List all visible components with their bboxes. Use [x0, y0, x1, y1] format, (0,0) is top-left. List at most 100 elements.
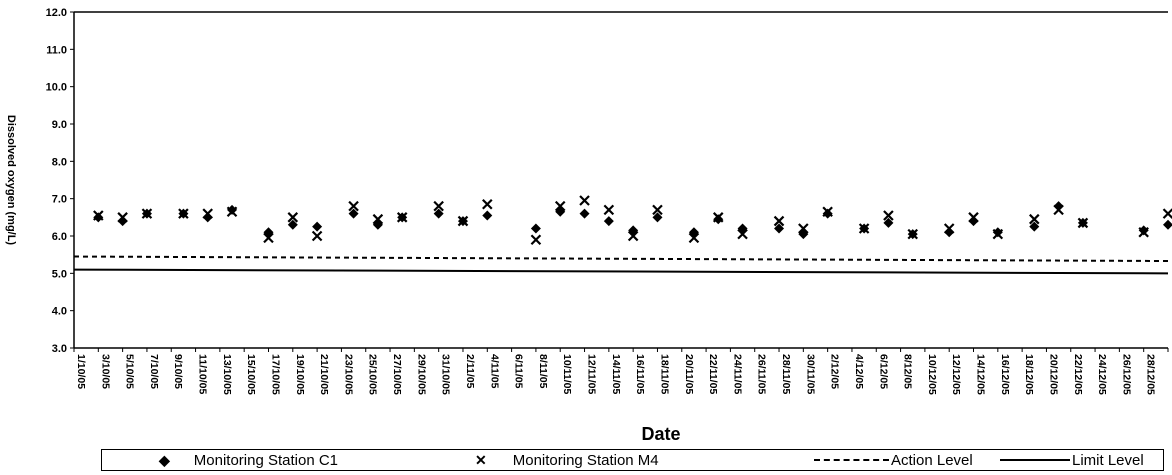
c1-data-point — [652, 212, 663, 223]
dashed-line-icon — [814, 459, 889, 461]
x-tick-label: 2/12/05 — [829, 354, 841, 389]
legend-item-c1: ◆ Monitoring Station C1 — [159, 450, 338, 470]
c1-data-point — [713, 214, 724, 225]
legend-item-limit: Limit Level — [1000, 450, 1144, 470]
x-tick-label: 5/10/05 — [124, 354, 136, 389]
y-tick-label: 4.0 — [52, 306, 67, 318]
m4-data-point — [457, 215, 469, 227]
m4-data-point — [1138, 226, 1149, 238]
x-tick-label: 23/10/05 — [342, 354, 354, 395]
m4-data-point — [117, 212, 128, 223]
c1-data-point — [530, 223, 541, 234]
m4-data-point — [992, 228, 1004, 240]
m4-data-point — [482, 198, 493, 210]
chart-legend: ◆ Monitoring Station C1 ✕ Monitoring Sta… — [101, 449, 1164, 471]
y-tick-label: 8.0 — [52, 156, 67, 168]
x-tick-label: 19/10/05 — [294, 354, 306, 395]
m4-data-point — [822, 206, 833, 218]
x-tick-label: 15/10/05 — [245, 354, 257, 395]
m4-data-point — [530, 234, 542, 246]
m4-data-point — [1162, 208, 1172, 219]
m4-data-point — [93, 210, 104, 221]
m4-data-point — [883, 210, 894, 221]
x-axis-title: Date — [641, 424, 680, 444]
legend-item-m4: ✕ Monitoring Station M4 — [475, 450, 659, 470]
y-tick-label: 11.0 — [46, 44, 67, 56]
x-tick-label: 8/12/05 — [902, 354, 914, 389]
y-tick-label: 5.0 — [52, 268, 67, 280]
m4-data-point — [858, 223, 870, 234]
x-tick-label: 11/10/05 — [197, 354, 209, 394]
m4-data-point — [968, 212, 979, 223]
x-tick-label: 30/12/05 — [1169, 354, 1172, 395]
x-tick-label: 26/12/05 — [1120, 354, 1132, 395]
c1-data-point — [992, 227, 1003, 238]
m4-data-point — [652, 204, 663, 216]
c1-data-point — [774, 223, 785, 234]
legend-item-action: Action Level — [814, 450, 973, 470]
c1-data-point — [312, 221, 323, 232]
m4-data-point — [141, 208, 153, 219]
x-tick-label: 25/10/05 — [367, 354, 379, 395]
c1-data-point — [1138, 225, 1149, 236]
c1-data-point — [1163, 219, 1172, 230]
x-tick-label: 3/10/05 — [99, 354, 111, 389]
c1-data-point — [348, 208, 359, 219]
legend-label-c1: Monitoring Station C1 — [193, 451, 339, 469]
c1-data-point — [883, 217, 894, 228]
x-tick-label: 28/11/05 — [780, 354, 792, 394]
c1-data-point — [482, 210, 493, 221]
y-tick-label: 10.0 — [46, 82, 67, 94]
legend-label-action: Action Level — [891, 451, 973, 469]
y-axis-title: Dissolved oxygen (mg/L) — [5, 115, 17, 246]
x-tick-label: 28/12/05 — [1145, 354, 1157, 395]
x-tick-label: 8/11/05 — [537, 354, 549, 389]
legend-label-m4: Monitoring Station M4 — [512, 451, 659, 469]
x-tick-label: 12/11/05 — [586, 354, 598, 394]
m4-data-point — [737, 228, 748, 240]
x-tick-label: 20/12/05 — [1047, 354, 1059, 395]
y-tick-label: 12.0 — [46, 7, 67, 19]
x-tick-label: 30/11/05 — [804, 354, 816, 394]
m4-data-point — [554, 200, 566, 212]
m4-data-point — [773, 215, 785, 227]
c1-data-point — [227, 204, 238, 215]
x-tick-label: 18/12/05 — [1023, 354, 1035, 395]
m4-data-point — [433, 200, 444, 212]
c1-data-point — [1029, 221, 1040, 232]
m4-data-point — [603, 204, 615, 216]
m4-data-point — [943, 223, 955, 234]
m4-data-point — [202, 208, 213, 219]
x-tick-label: 26/11/05 — [756, 354, 768, 394]
y-tick-label: 3.0 — [52, 343, 67, 355]
x-tick-label: 20/11/05 — [683, 354, 695, 394]
m4-data-point — [712, 212, 724, 223]
m4-data-point — [372, 213, 384, 225]
c1-data-point — [287, 219, 298, 230]
m4-data-point — [579, 195, 590, 206]
x-tick-label: 10/12/05 — [926, 354, 938, 395]
y-tick-label: 6.0 — [52, 231, 67, 243]
x-tick-label: 7/10/05 — [148, 354, 160, 389]
m4-data-point — [688, 232, 700, 244]
m4-data-point — [627, 230, 639, 242]
m4-data-point — [311, 230, 323, 242]
m4-data-point — [287, 212, 299, 223]
m4-data-point — [907, 228, 919, 240]
c1-data-point — [822, 208, 833, 219]
x-tick-label: 4/12/05 — [853, 354, 865, 389]
m4-data-point — [798, 223, 809, 234]
y-tick-label: 9.0 — [52, 119, 67, 131]
y-tick-label: 7.0 — [52, 194, 67, 206]
diamond-marker-icon: ◆ — [159, 451, 170, 468]
x-tick-label: 17/10/05 — [269, 354, 281, 395]
action-level-line — [73, 255, 1169, 263]
x-marker-icon: ✕ — [475, 451, 487, 468]
x-tick-label: 2/11/05 — [464, 354, 476, 389]
m4-data-point — [263, 232, 274, 244]
x-tick-label: 1/10/05 — [75, 354, 87, 389]
m4-data-point — [178, 208, 189, 219]
chart-plot: 3.0 4.0 5.0 6.0 7.0 8.0 9.0 10.0 11.0 12.0 1/10/05… — [5, 7, 1172, 444]
x-tick-label: 6/12/05 — [877, 354, 889, 389]
x-tick-label: 10/11/05 — [561, 354, 573, 394]
